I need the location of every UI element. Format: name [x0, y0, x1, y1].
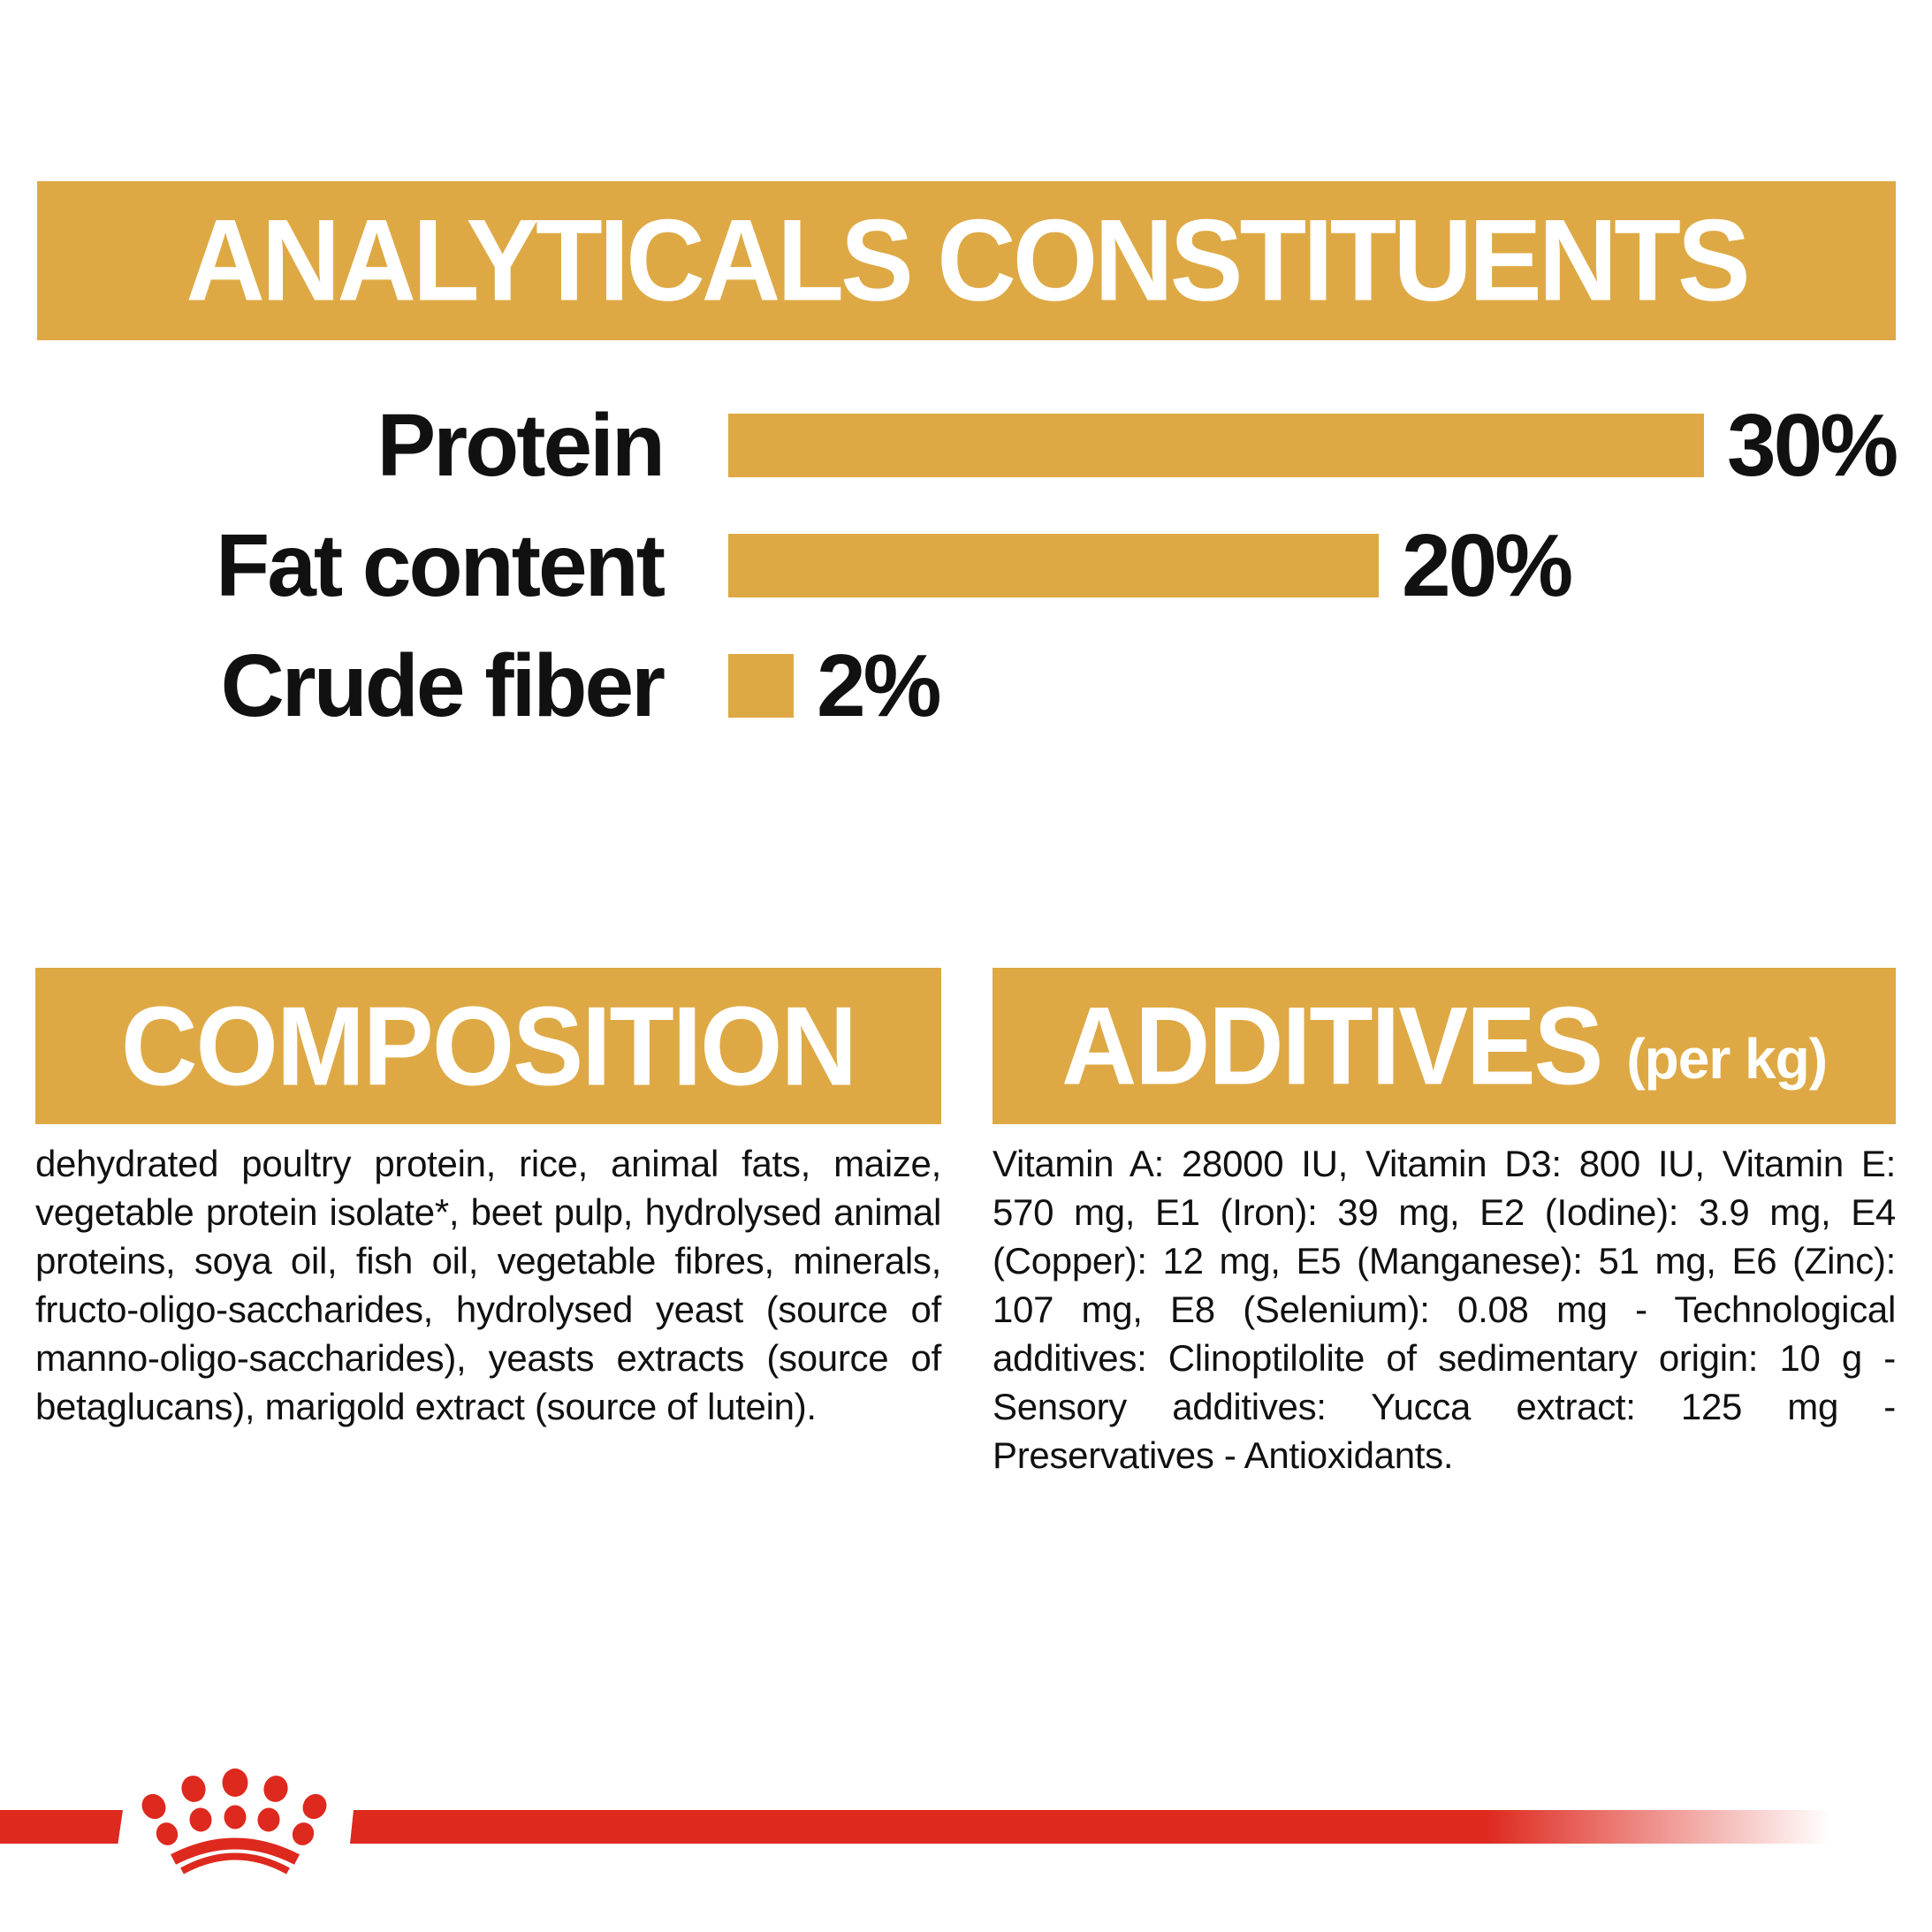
additives-body: Vitamin A: 28000 IU, Vitamin D3: 800 IU,…: [993, 1143, 1896, 1476]
additives-title: ADDITIVES: [1061, 984, 1603, 1108]
chart-category-label: Protein: [377, 395, 666, 495]
chart-bar: [728, 654, 794, 718]
chart-row-fat-content: Fat content 20%: [0, 506, 1932, 626]
header-title: ANALYTICALS CONSTITUENTS: [186, 195, 1750, 326]
royal-canin-crown-logo: [141, 1768, 327, 1875]
composition-banner: COMPOSITION: [35, 968, 941, 1124]
composition-body: dehydrated poultry protein, rice, animal…: [35, 1143, 941, 1427]
chart-row-crude-fiber: Crude fiber 2%: [0, 626, 1932, 746]
composition-title: COMPOSITION: [120, 983, 857, 1109]
additives-title-suffix: (per kg): [1626, 1026, 1828, 1091]
additives-banner: ADDITIVES (per kg): [993, 968, 1896, 1124]
chart-bar: [728, 414, 1704, 477]
chart-category-label: Crude fiber: [220, 635, 666, 735]
chart-value-label: 2%: [817, 635, 942, 735]
footer-stripe-left: [0, 1810, 123, 1844]
chart-bar: [728, 534, 1379, 597]
chart-row-protein: Protein 30%: [0, 385, 1932, 506]
header-banner: ANALYTICALS CONSTITUENTS: [37, 181, 1896, 340]
chart-value-label: 30%: [1727, 395, 1898, 495]
footer-stripe-right: [350, 1810, 1845, 1844]
analyticals-chart: Protein 30% Fat content 20% Crude fiber 2%: [0, 385, 1932, 746]
chart-category-label: Fat content: [216, 515, 666, 615]
chart-value-label: 20%: [1402, 515, 1573, 615]
